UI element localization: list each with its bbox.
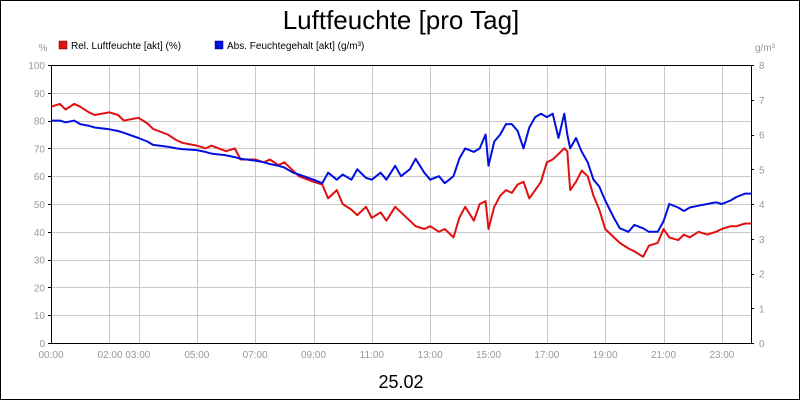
left-tick-label: 80	[34, 117, 46, 128]
series	[50, 102, 751, 258]
left-tick-label: 70	[34, 144, 46, 155]
left-tick-label: 50	[34, 200, 46, 211]
left-tick-label: 0	[39, 339, 45, 350]
right-axis-unit: g/m³	[755, 43, 776, 54]
x-tick-label: 05:00	[184, 350, 209, 361]
left-tick-label: 40	[34, 228, 46, 239]
x-tick-label: 21:00	[651, 350, 676, 361]
right-axis-ticks: 0 1 2 3 4 5 6 7 8	[751, 61, 765, 350]
x-tick-label: 07:00	[243, 350, 268, 361]
x-tick-label: 19:00	[593, 350, 618, 361]
chart-title: Luftfeuchte [pro Tag]	[283, 5, 520, 35]
right-tick-label: 2	[759, 270, 765, 281]
series-line-abs-humidity	[51, 112, 751, 233]
legend-label-rel-humidity: Rel. Luftfeuchte [akt] (%)	[71, 41, 181, 52]
x-tick-label: 00:00	[38, 350, 63, 361]
left-tick-label: 30	[34, 256, 46, 267]
left-tick-label: 10	[34, 311, 46, 322]
right-tick-label: 1	[759, 304, 765, 315]
x-tick-label: 15:00	[476, 350, 501, 361]
legend: Rel. Luftfeuchte [akt] (%) Abs. Feuchteg…	[58, 40, 364, 52]
legend-label-abs-humidity: Abs. Feuchtegehalt [akt] (g/m³)	[227, 41, 364, 52]
x-tick-label: 13:00	[418, 350, 443, 361]
right-tick-label: 8	[759, 61, 765, 72]
right-tick-label: 0	[759, 339, 765, 350]
right-tick-label: 4	[759, 200, 765, 211]
x-tick-label: 23:00	[709, 350, 734, 361]
plot-area-border	[51, 65, 752, 344]
x-axis-ticks: 00:00 02:00 03:00 05:00 07:00 09:00 11:00 13:0…	[38, 350, 734, 361]
x-tick-label: 02:00 03:00	[98, 350, 151, 361]
legend-swatch-rel-humidity	[58, 40, 68, 50]
right-tick-label: 6	[759, 131, 765, 142]
x-tick-label: 09:00	[301, 350, 326, 361]
x-tick-label: 17:00	[534, 350, 559, 361]
legend-swatch-abs-humidity	[214, 40, 224, 50]
right-tick-label: 5	[759, 165, 765, 176]
left-tick-label: 60	[34, 172, 46, 183]
right-tick-label: 7	[759, 96, 765, 107]
left-axis-ticks: 0 10 20 30 40 50 60 70 80 90 100	[28, 61, 51, 350]
left-tick-label: 100	[28, 61, 45, 72]
left-tick-label: 90	[34, 89, 46, 100]
right-tick-label: 3	[759, 235, 765, 246]
date-label: 25.02	[378, 372, 423, 392]
x-tick-label: 11:00	[360, 350, 385, 361]
grid	[51, 65, 751, 344]
series-line-rel-humidity	[50, 102, 751, 258]
left-axis-unit: %	[39, 43, 48, 54]
left-tick-label: 20	[34, 283, 46, 294]
